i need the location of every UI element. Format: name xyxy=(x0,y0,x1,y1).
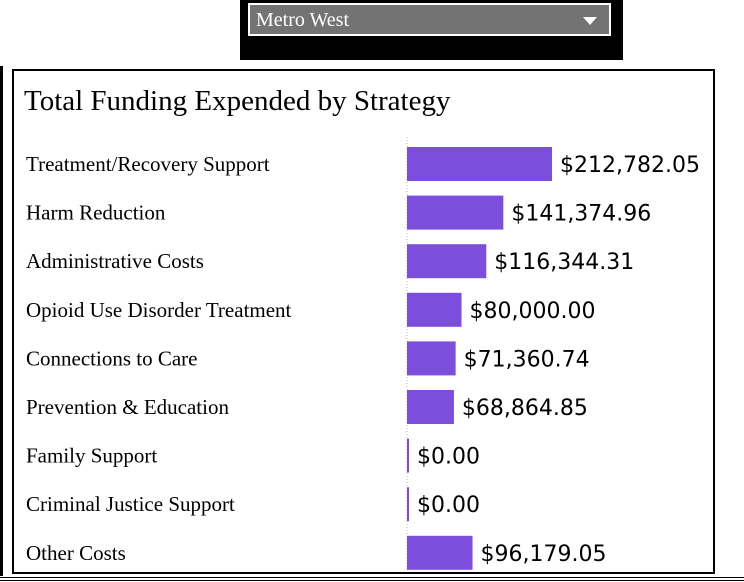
region-select-value: Metro West xyxy=(256,9,350,31)
bar[interactable] xyxy=(407,487,409,522)
value-label: $96,179.05 xyxy=(481,542,607,567)
chart-panel: Total Funding Expended by Strategy Treat… xyxy=(12,69,715,574)
bar[interactable] xyxy=(407,535,473,570)
bottom-divider-secondary xyxy=(0,580,744,581)
bar[interactable] xyxy=(407,244,487,279)
bar[interactable] xyxy=(407,341,456,376)
category-label: Administrative Costs xyxy=(26,249,204,273)
category-label: Prevention & Education xyxy=(26,395,229,419)
bar[interactable] xyxy=(407,292,462,327)
bar[interactable] xyxy=(407,438,409,473)
value-label: $0.00 xyxy=(417,445,480,470)
category-label: Harm Reduction xyxy=(26,201,166,225)
left-divider xyxy=(0,66,3,576)
chart-title: Total Funding Expended by Strategy xyxy=(24,85,451,117)
bar[interactable] xyxy=(407,147,552,181)
category-label: Criminal Justice Support xyxy=(26,492,235,516)
value-label: $80,000.00 xyxy=(470,299,596,324)
category-label: Treatment/Recovery Support xyxy=(26,152,270,176)
value-label: $71,360.74 xyxy=(464,347,590,372)
filter-frame: Metro West xyxy=(240,0,623,60)
value-label: $68,864.85 xyxy=(462,396,588,421)
category-label: Other Costs xyxy=(26,541,126,565)
bottom-divider xyxy=(0,577,744,578)
value-label: $141,374.96 xyxy=(511,202,651,227)
region-select[interactable]: Metro West xyxy=(248,3,611,36)
category-label: Family Support xyxy=(26,444,157,468)
bar-chart: Treatment/Recovery Support $212,782.05 Har… xyxy=(26,137,700,571)
bar[interactable] xyxy=(407,195,504,230)
chevron-down-icon[interactable] xyxy=(583,17,597,25)
category-label: Connections to Care xyxy=(26,346,197,370)
category-label: Opioid Use Disorder Treatment xyxy=(26,298,292,322)
value-label: $116,344.31 xyxy=(494,250,634,275)
value-label: $0.00 xyxy=(417,493,480,518)
value-label: $212,782.05 xyxy=(560,153,700,178)
bar[interactable] xyxy=(407,390,454,424)
